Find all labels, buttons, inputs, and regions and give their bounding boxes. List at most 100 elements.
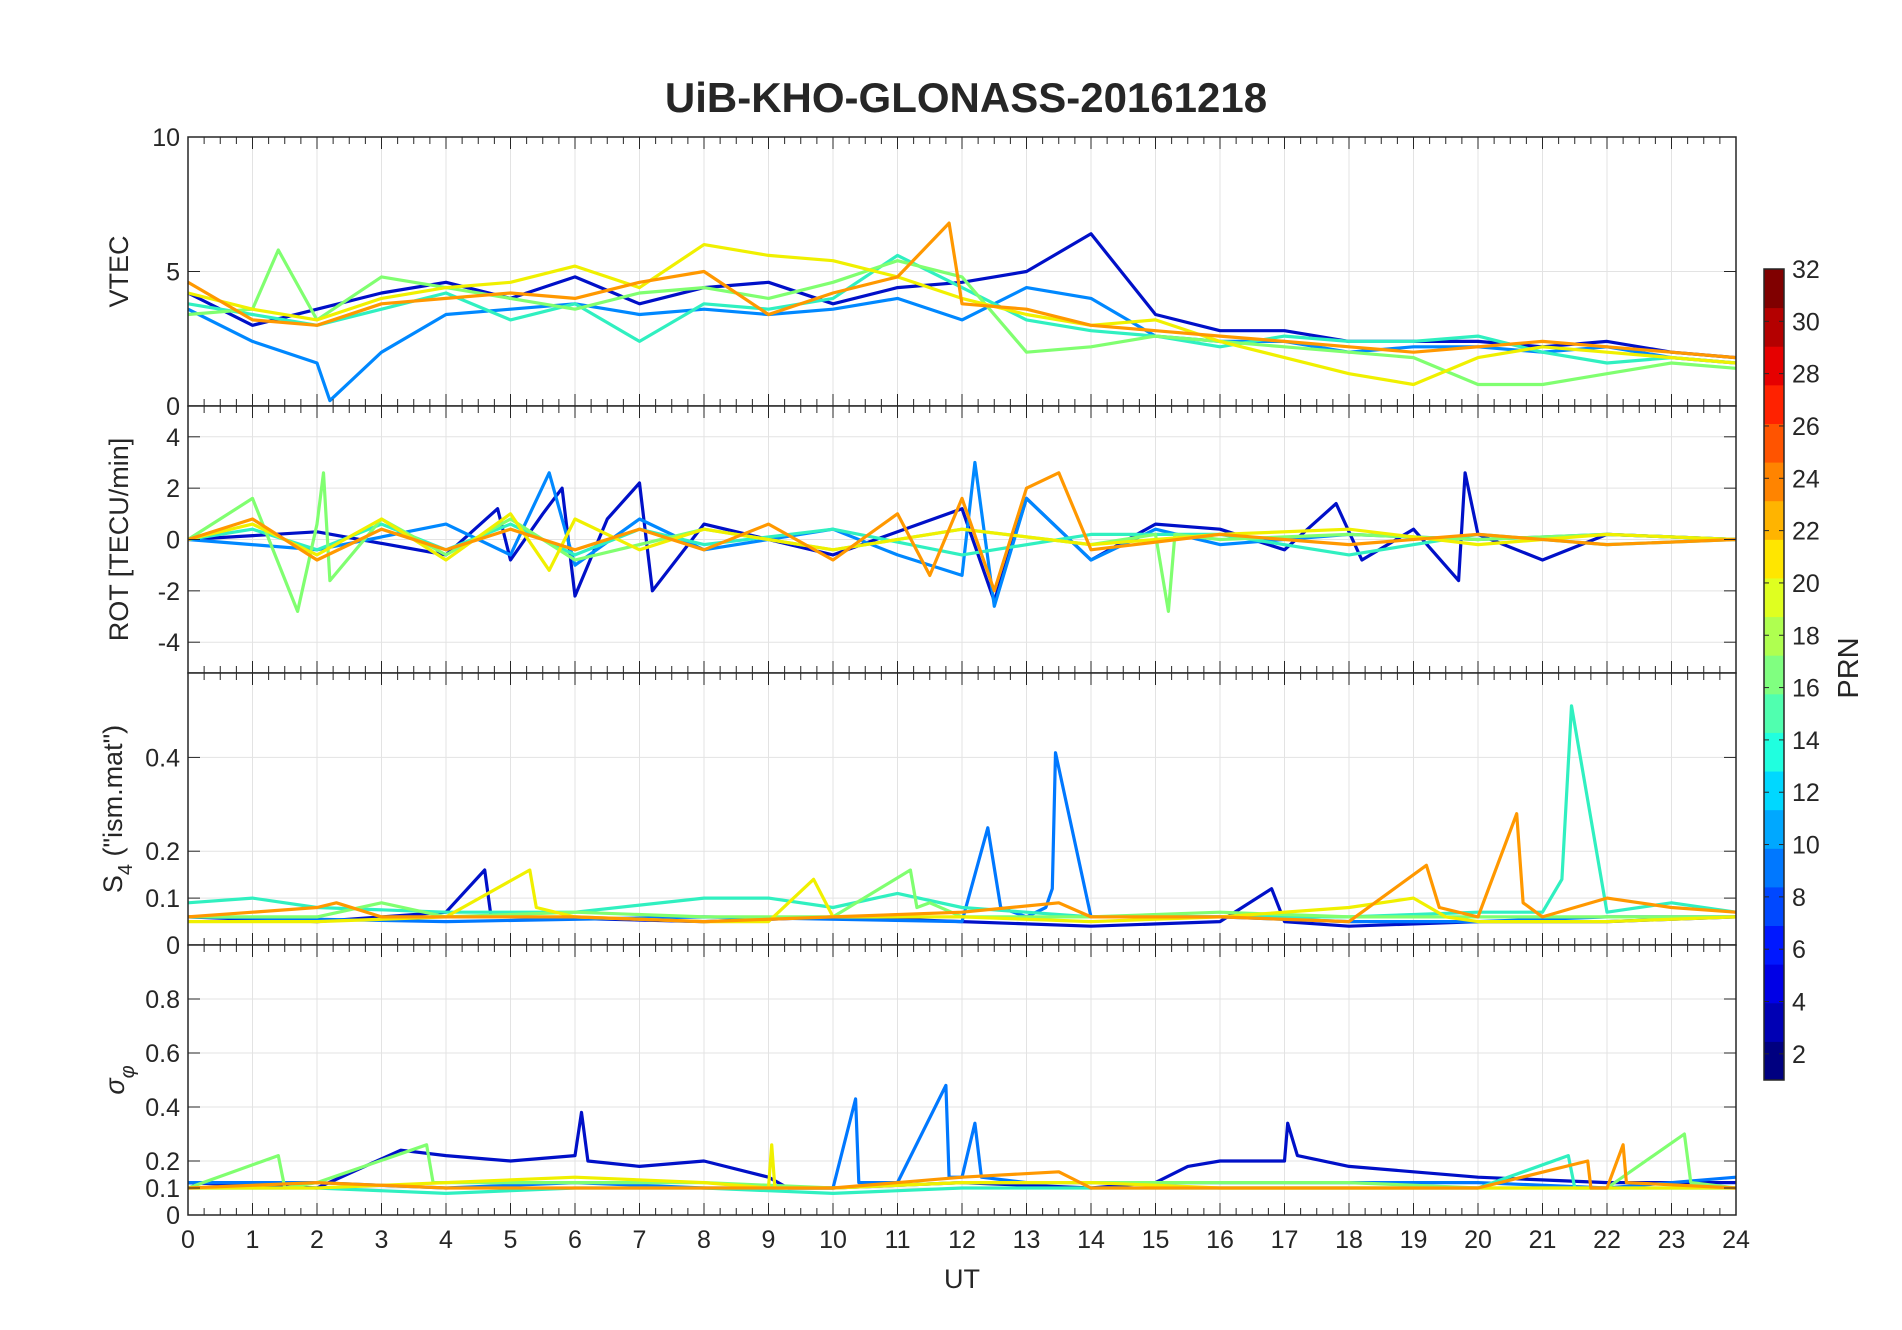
colorbar-swatch: [1764, 732, 1784, 772]
y-tick-label: -4: [158, 629, 180, 657]
y-tick-label: 0.2: [145, 1148, 180, 1176]
y-tick-label: 0: [166, 1202, 180, 1230]
x-tick-label: 14: [1077, 1226, 1105, 1254]
y-tick-label: 0.4: [145, 744, 180, 772]
colorbar-swatch: [1764, 809, 1784, 849]
colorbar-swatch: [1764, 848, 1784, 888]
y-tick-label: 2: [166, 475, 180, 503]
y-axis-label: ROT [TECU/min]: [104, 438, 134, 642]
colorbar-tick-label: 24: [1792, 465, 1820, 493]
series-line-4: [187, 248, 1737, 387]
colorbar-swatch: [1764, 655, 1784, 695]
y-tick-label: 0: [166, 932, 180, 960]
x-tick-label: 17: [1271, 1226, 1299, 1254]
y-tick-label: 0.2: [145, 838, 180, 866]
colorbar-tick-label: 18: [1792, 622, 1820, 650]
series-line-6: [187, 471, 1737, 593]
colorbar-tick-label: 8: [1792, 884, 1806, 912]
x-tick-label: 19: [1400, 1226, 1428, 1254]
figure-title: UiB-KHO-GLONASS-20161218: [665, 74, 1267, 121]
x-tick-label: 0: [181, 1226, 195, 1254]
y-tick-label: -2: [158, 578, 180, 606]
x-tick-label: 1: [246, 1226, 260, 1254]
x-tick-label: 10: [819, 1226, 847, 1254]
colorbar-frame: [1763, 268, 1785, 1081]
x-tick-label: 3: [375, 1226, 389, 1254]
panel-vtec: 0 5 10 VTEC: [104, 124, 1737, 421]
colorbar-tick-label: 26: [1792, 413, 1820, 441]
x-tick-label: 20: [1464, 1226, 1492, 1254]
y-tick-label: 0: [166, 527, 180, 555]
colorbar-swatch: [1764, 269, 1784, 309]
x-tick-label: 15: [1142, 1226, 1170, 1254]
colorbar-swatch: [1764, 462, 1784, 502]
colorbar-tick-label: 28: [1792, 361, 1820, 389]
y-axis-label: σφ: [100, 1065, 139, 1094]
colorbar-tick-label: 2: [1792, 1041, 1806, 1069]
x-axis-label: UT: [944, 1264, 980, 1294]
y-tick-label: 4: [166, 424, 180, 452]
x-tick-label: 18: [1335, 1226, 1363, 1254]
colorbar-tick-label: 12: [1792, 779, 1820, 807]
colorbar-swatch: [1764, 384, 1784, 424]
x-tick-label: 9: [762, 1226, 776, 1254]
colorbar-swatch: [1764, 771, 1784, 811]
colorbar-swatch: [1764, 886, 1784, 927]
series-line-3: [187, 253, 1737, 365]
x-tick-label: 11: [885, 1226, 911, 1254]
x-tick-label: 7: [633, 1226, 647, 1254]
colorbar-swatch: [1764, 577, 1784, 618]
colorbar-swatch: [1764, 500, 1784, 540]
colorbar-swatch: [1764, 693, 1784, 733]
colorbar-swatch: [1764, 346, 1784, 386]
x-tick-label: 22: [1593, 1226, 1621, 1254]
x-tick-label: 24: [1722, 1226, 1750, 1254]
colorbar-label: PRN: [1833, 637, 1865, 698]
colorbar-tick-label: 6: [1792, 936, 1806, 964]
colorbar-tick-label: 16: [1792, 675, 1820, 703]
colorbar-swatch: [1764, 423, 1784, 463]
y-tick-label: 10: [152, 124, 180, 152]
y-tick-label: 0.1: [145, 1175, 180, 1203]
y-tick-label: 0.6: [145, 1040, 180, 1068]
x-tick-label: 16: [1206, 1226, 1234, 1254]
x-tick-label: 8: [697, 1226, 711, 1254]
x-tick-label: 5: [504, 1226, 518, 1254]
colorbar-tick-label: 4: [1792, 989, 1806, 1017]
series-line-6: [187, 812, 1737, 924]
colorbar-swatch: [1764, 1002, 1784, 1042]
colorbar-tick-label: 14: [1792, 727, 1820, 755]
x-tick-label: 23: [1658, 1226, 1686, 1254]
series-line-6: [187, 1143, 1737, 1190]
y-axis-label: VTEC: [104, 235, 134, 307]
y-tick-label: 0: [166, 393, 180, 421]
x-tick-label: 2: [310, 1226, 324, 1254]
y-tick-label: 0.4: [145, 1094, 180, 1122]
series-line-1: [187, 232, 1737, 360]
series-line-3: [187, 704, 1737, 919]
colorbar-swatch: [1764, 964, 1784, 1004]
colorbar-tick-label: 32: [1792, 256, 1820, 284]
colorbar-tick-label: 20: [1792, 570, 1820, 598]
colorbar-tick-label: 10: [1792, 832, 1820, 860]
x-tick-label: 12: [948, 1226, 976, 1254]
y-tick-label: 0.1: [145, 885, 180, 913]
panel-rot: -4 -2 0 2 4 ROT [TECU/min]: [104, 405, 1737, 674]
y-tick-label: 0.8: [145, 986, 180, 1014]
series-line-2: [187, 751, 1736, 924]
colorbar-swatch: [1764, 1041, 1784, 1081]
x-tick-label: 13: [1013, 1226, 1041, 1254]
series-line-6: [187, 221, 1737, 360]
colorbar-tick-label: 22: [1792, 518, 1820, 546]
colorbar-swatch: [1764, 925, 1784, 965]
colorbar-swatch: [1764, 616, 1784, 656]
y-tick-label: 5: [166, 259, 180, 287]
x-tick-label: 4: [439, 1226, 453, 1254]
colorbar-tick-label: 30: [1792, 308, 1820, 336]
panel-s4: 0 0.1 0.2 0.4 S4 ("ism.mat"): [98, 672, 1737, 960]
x-tick-label: 6: [568, 1226, 582, 1254]
